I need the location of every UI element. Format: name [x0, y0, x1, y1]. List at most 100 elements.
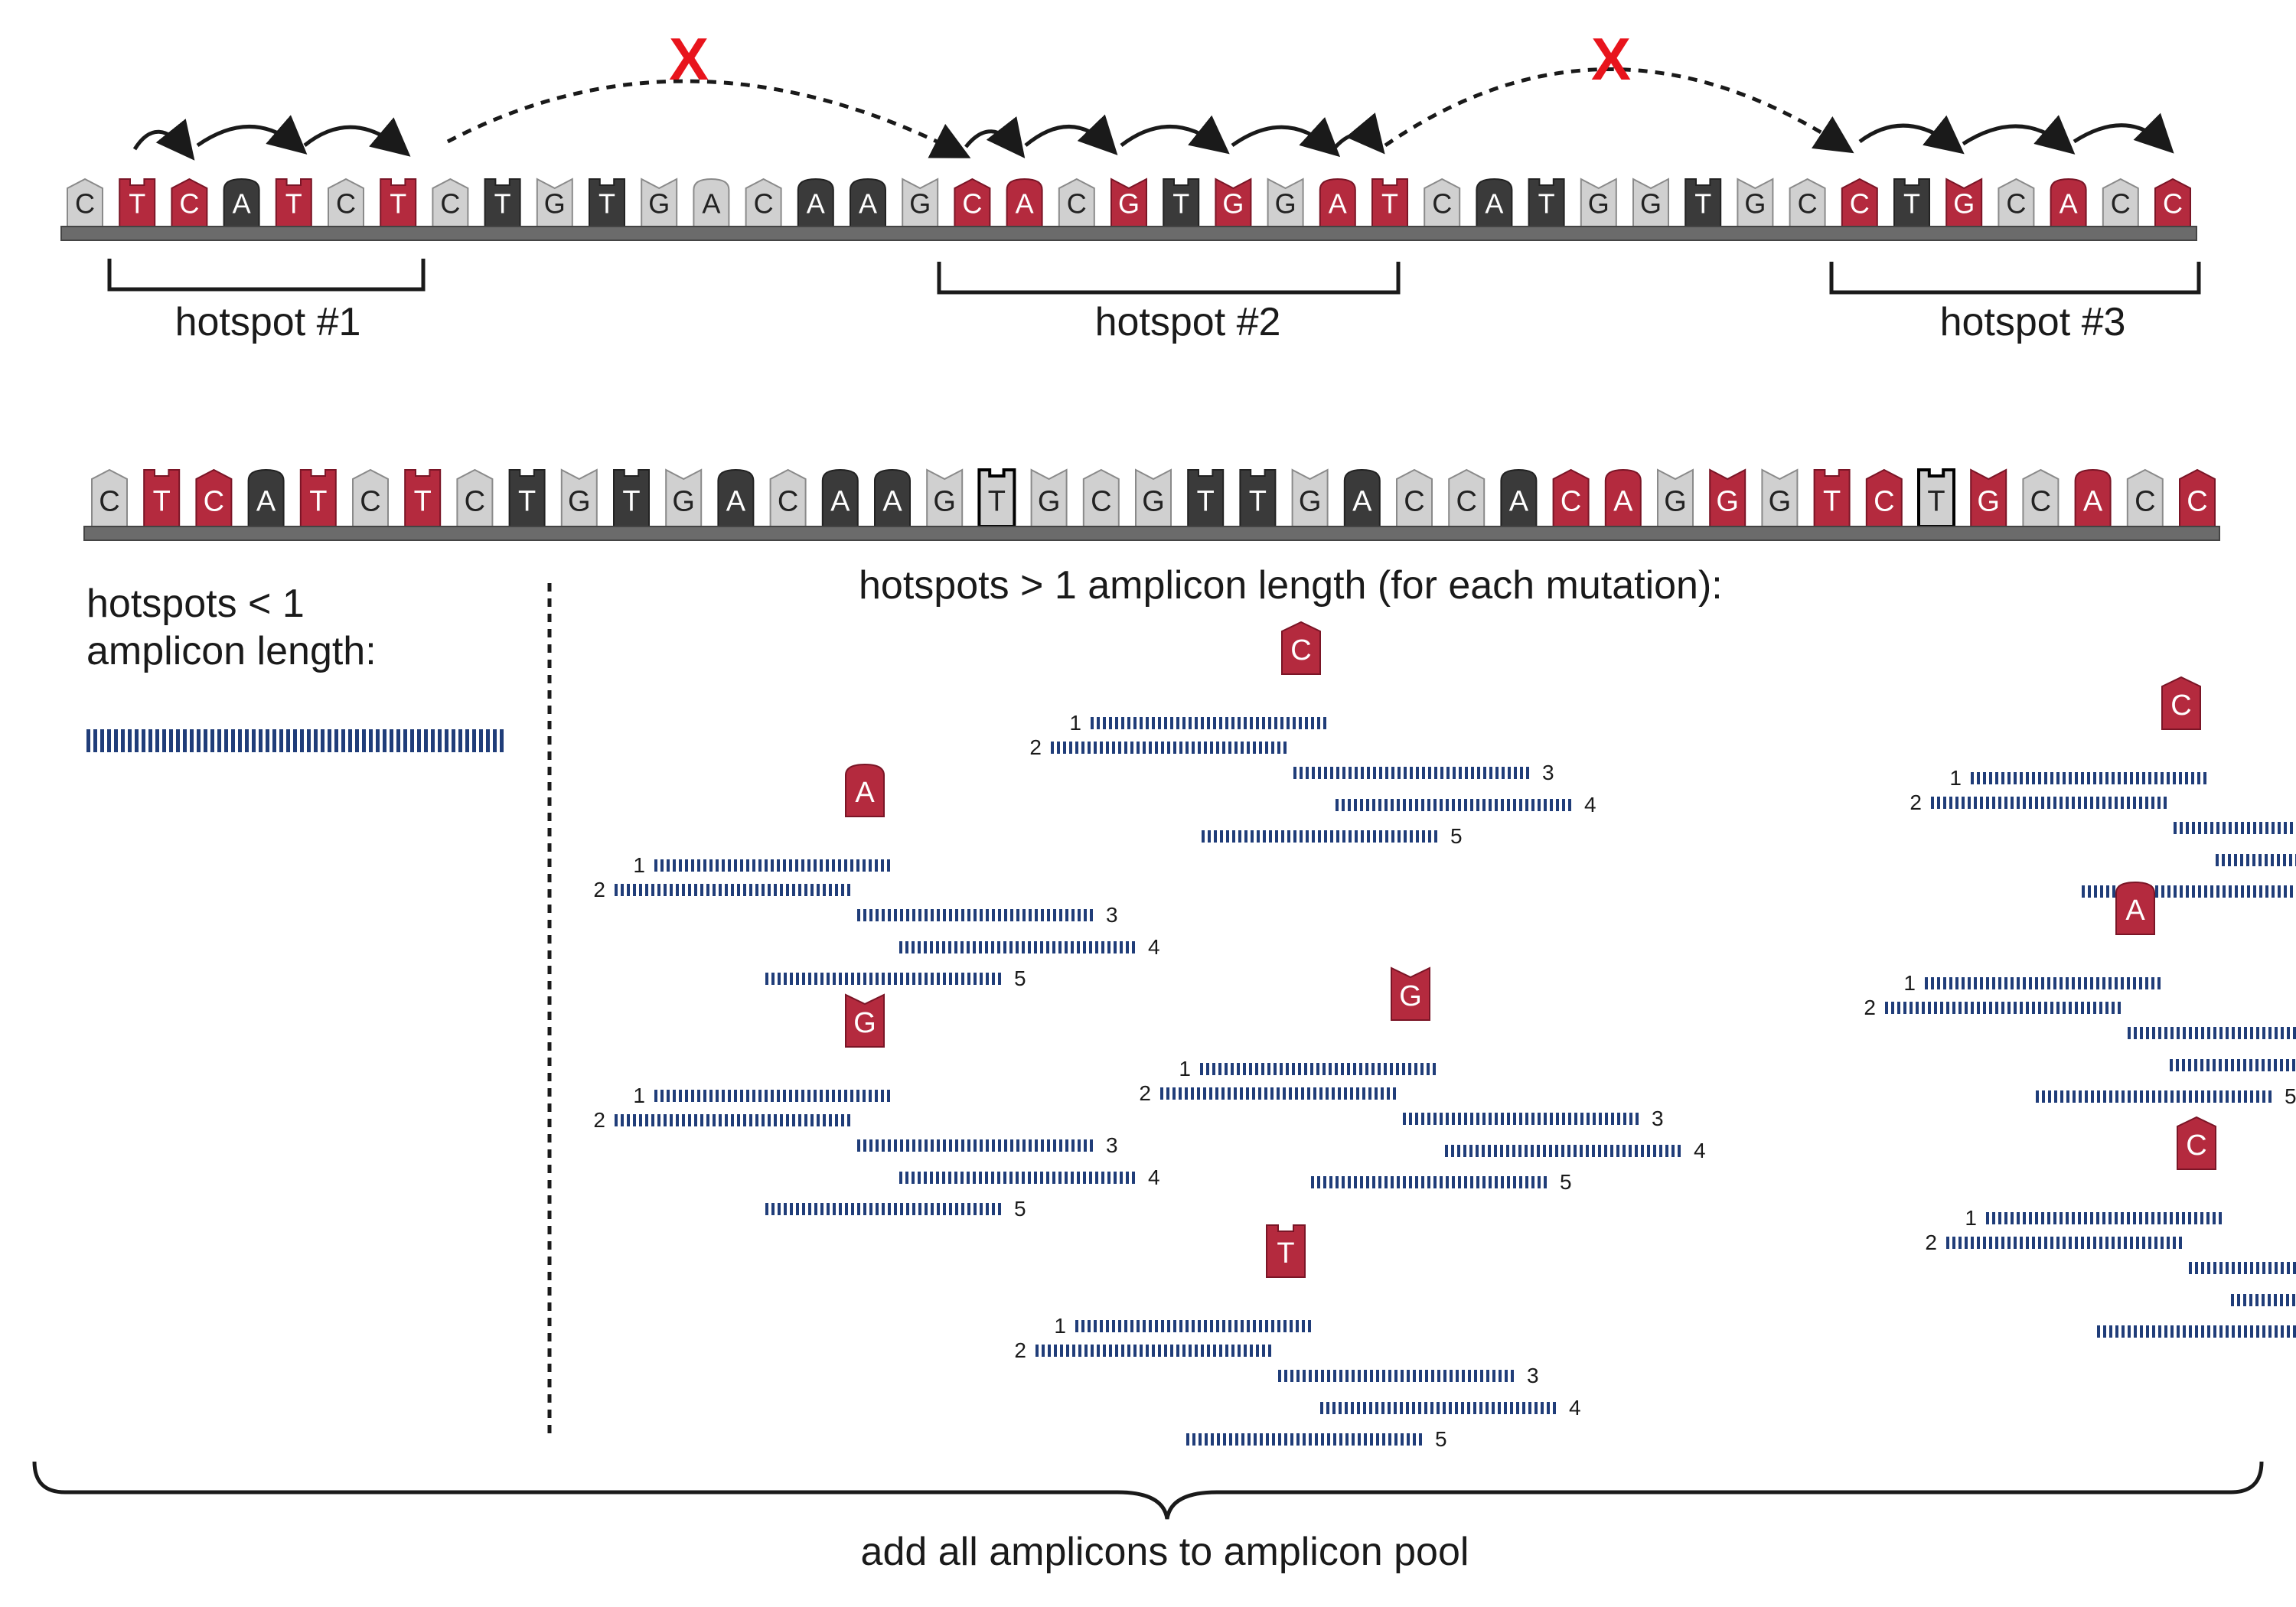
svg-text:C: C	[2111, 188, 2131, 220]
primer-number: 5	[1435, 1427, 1447, 1451]
primer-number: 1	[1069, 711, 1081, 735]
ref-base: G	[902, 178, 939, 227]
primer-number: 3	[1106, 1133, 1118, 1157]
mut-base: A	[821, 468, 859, 527]
primer-number: 4	[1584, 793, 1596, 817]
mut-base: C	[1448, 468, 1486, 527]
svg-text:G: G	[1038, 485, 1061, 517]
svg-text:T: T	[494, 188, 511, 220]
svg-text:C: C	[1798, 188, 1818, 220]
ref-base: A	[693, 178, 730, 227]
mut-base: G	[1030, 468, 1068, 527]
amplicon-groups: C12345C12345A12345A12345G12345G12345C123…	[593, 621, 2296, 1451]
svg-text:A: A	[2083, 485, 2103, 517]
ref-base: C	[954, 178, 991, 227]
primer-number: 3	[1106, 903, 1118, 927]
svg-text:C: C	[440, 188, 460, 220]
svg-text:G: G	[1222, 188, 1244, 220]
mutation-marker: C	[1281, 621, 1321, 675]
svg-text:G: G	[1716, 485, 1739, 517]
svg-text:A: A	[233, 188, 251, 220]
mut-base: T	[404, 469, 442, 527]
svg-text:G: G	[933, 485, 956, 517]
mut-base: C	[769, 468, 807, 527]
svg-text:T: T	[518, 485, 536, 517]
mut-base: G	[1135, 468, 1172, 527]
svg-text:A: A	[1329, 188, 1347, 220]
primer-number: 2	[1029, 735, 1042, 759]
mutation-amplicon-group: A 1 2 3 4 5	[593, 763, 1160, 990]
mut-base: A	[1500, 468, 1538, 527]
primer-number: 1	[1965, 1206, 1977, 1230]
svg-text:C: C	[2186, 1129, 2206, 1162]
primer-number: 4	[1694, 1139, 1706, 1162]
svg-text:A: A	[807, 188, 825, 220]
svg-text:C: C	[778, 485, 798, 517]
svg-text:G: G	[1588, 188, 1609, 220]
svg-text:T: T	[1823, 485, 1841, 517]
ref-base: A	[797, 178, 834, 227]
ref-base: T	[589, 178, 625, 227]
svg-text:C: C	[1561, 485, 1581, 517]
ref-base: C	[1841, 178, 1878, 227]
ref-base: C	[1424, 178, 1461, 227]
mut-base: A	[874, 468, 911, 527]
mutation-marker: A	[2115, 881, 2155, 935]
mut-base: T	[1239, 469, 1277, 527]
svg-text:A: A	[1485, 188, 1503, 220]
svg-text:T: T	[1197, 485, 1215, 517]
ref-base: C	[1789, 178, 1826, 227]
svg-text:T: T	[622, 485, 640, 517]
mut-base: G	[926, 468, 964, 527]
svg-text:C: C	[1290, 634, 1311, 667]
svg-text:C: C	[1067, 188, 1087, 220]
ref-base: A	[223, 178, 260, 227]
ref-base: C	[171, 178, 208, 227]
ref-base: T	[275, 178, 312, 227]
reference-backbone	[60, 226, 2197, 241]
svg-text:T: T	[390, 188, 406, 220]
svg-text:C: C	[204, 485, 224, 517]
ref-base: T	[484, 178, 521, 227]
ref-base: G	[1580, 178, 1617, 227]
svg-text:G: G	[1977, 485, 2000, 517]
ref-base: G	[1267, 178, 1304, 227]
svg-text:C: C	[2187, 485, 2207, 517]
svg-text:A: A	[1613, 485, 1633, 517]
primer-number: 2	[1864, 996, 1876, 1019]
svg-text:G: G	[1664, 485, 1687, 517]
left-panel-title-line2: amplicon length:	[86, 629, 377, 673]
primer-number: 1	[633, 1084, 645, 1107]
mutation-marker: G	[845, 993, 885, 1048]
mut-base: T	[1813, 469, 1851, 527]
svg-text:A: A	[1016, 188, 1034, 220]
ref-base: C	[1998, 178, 2035, 227]
svg-text:A: A	[1509, 485, 1529, 517]
svg-text:A: A	[702, 188, 720, 220]
mut-base: T	[508, 469, 546, 527]
svg-text:C: C	[179, 188, 199, 220]
mut-base: T	[143, 469, 181, 527]
mut-base: C	[2126, 468, 2164, 527]
svg-text:T: T	[153, 485, 171, 517]
ref-base: A	[1476, 178, 1513, 227]
svg-text:G: G	[1769, 485, 1792, 517]
mut-base: A	[1343, 468, 1381, 527]
svg-text:T: T	[1381, 188, 1398, 220]
ref-base: T	[1371, 178, 1408, 227]
mut-base: G	[1657, 468, 1694, 527]
svg-text:C: C	[1091, 485, 1111, 517]
svg-text:C: C	[465, 485, 485, 517]
ref-base: C	[745, 178, 782, 227]
svg-text:T: T	[1694, 188, 1711, 220]
mut-base: T	[299, 469, 337, 527]
ref-base: G	[536, 178, 573, 227]
mutation-marker: T	[1266, 1224, 1306, 1278]
mut-base: C	[1552, 468, 1590, 527]
ref-base: G	[1632, 178, 1669, 227]
mut-base: C	[195, 468, 233, 527]
